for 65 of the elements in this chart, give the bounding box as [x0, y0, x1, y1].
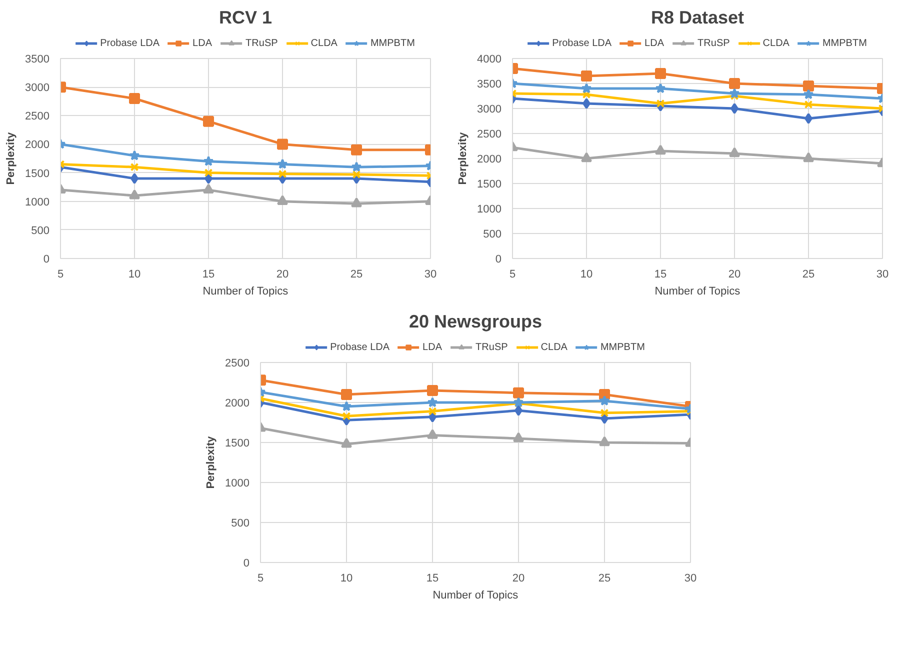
y-tick-label: 0	[43, 254, 50, 266]
y-tick-label: 2000	[477, 154, 502, 166]
y-tick-label: 3000	[25, 82, 50, 94]
x-tick-label: 25	[802, 268, 815, 280]
legend-label: MMPBTM	[600, 341, 645, 353]
x-tick-label: 30	[684, 572, 697, 584]
x-tick-label: 10	[340, 572, 353, 584]
y-tick-label: 1000	[25, 196, 50, 208]
legend-label: TRuSP	[698, 37, 730, 49]
y-tick-label: 2500	[477, 128, 502, 140]
x-tick-label: 15	[654, 268, 667, 280]
legend-label: MMPBTM	[822, 37, 867, 49]
chart-title: 20 Newsgroups	[408, 312, 542, 332]
y-axis-title: Perplexity	[5, 131, 18, 185]
y-tick-label: 1500	[477, 178, 502, 190]
legend-label: Probase LDA	[552, 37, 612, 49]
y-tick-label: 1500	[25, 168, 50, 180]
y-axis-title: Perplexity	[205, 435, 218, 489]
x-axis-title: Number of Topics	[654, 286, 741, 298]
chart-title: R8 Dataset	[650, 8, 744, 28]
chart-title: RCV 1	[218, 8, 272, 28]
legend-label: CLDA	[310, 37, 338, 49]
legend-label: Probase LDA	[330, 341, 390, 353]
y-tick-label: 500	[483, 228, 502, 240]
y-tick-label: 0	[495, 254, 502, 266]
y-tick-label: 2000	[225, 398, 250, 410]
x-tick-label: 10	[580, 268, 593, 280]
y-tick-label: 2500	[25, 110, 50, 123]
y-tick-label: 1000	[477, 204, 502, 216]
y-tick-label: 500	[31, 224, 50, 237]
x-tick-label: 30	[876, 268, 889, 280]
legend-label: MMPBTM	[370, 37, 415, 49]
x-tick-label: 25	[350, 268, 363, 280]
y-tick-label: 1000	[225, 478, 250, 490]
y-tick-label: 3500	[477, 78, 502, 90]
y-tick-label: 0	[243, 558, 250, 570]
legend-label: LDA	[422, 341, 443, 353]
legend-label: Probase LDA	[100, 37, 160, 49]
y-tick-label: 2000	[25, 139, 50, 152]
x-tick-label: 5	[509, 268, 516, 280]
y-tick-label: 4000	[477, 54, 502, 66]
x-tick-label: 5	[57, 268, 64, 280]
x-tick-label: 20	[276, 268, 289, 280]
x-tick-label: 5	[257, 572, 264, 584]
y-tick-label: 3500	[25, 54, 50, 66]
x-tick-label: 15	[426, 572, 439, 584]
legend-label: CLDA	[540, 341, 568, 353]
y-tick-label: 1500	[225, 438, 250, 450]
x-tick-label: 20	[728, 268, 741, 280]
y-tick-label: 2500	[225, 358, 250, 370]
x-tick-label: 25	[598, 572, 611, 584]
x-tick-label: 30	[424, 268, 437, 280]
y-tick-label: 500	[231, 518, 250, 530]
x-tick-label: 15	[202, 268, 215, 280]
y-tick-label: 3000	[477, 104, 502, 116]
y-axis-title: Perplexity	[457, 131, 470, 185]
x-tick-label: 10	[128, 268, 141, 280]
x-tick-label: 20	[512, 572, 525, 584]
x-axis-title: Number of Topics	[202, 286, 289, 298]
legend-label: CLDA	[762, 37, 790, 49]
legend-label: LDA	[644, 37, 665, 49]
legend-label: LDA	[192, 37, 213, 49]
legend-label: TRuSP	[476, 341, 508, 353]
legend-label: TRuSP	[246, 37, 278, 49]
x-axis-title: Number of Topics	[432, 590, 519, 602]
